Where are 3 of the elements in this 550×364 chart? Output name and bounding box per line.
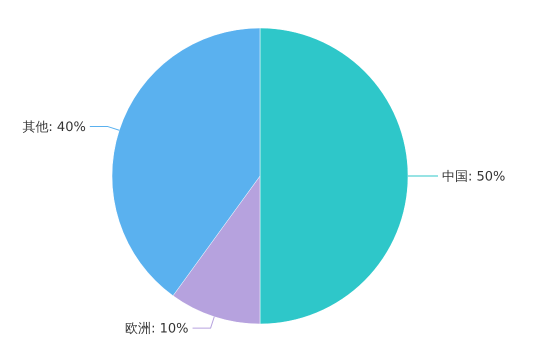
slice-label: 其他: 40% [22, 120, 86, 136]
slice-label: 中国: 50% [442, 170, 506, 185]
slice-label: 欧洲: 10% [125, 322, 189, 337]
